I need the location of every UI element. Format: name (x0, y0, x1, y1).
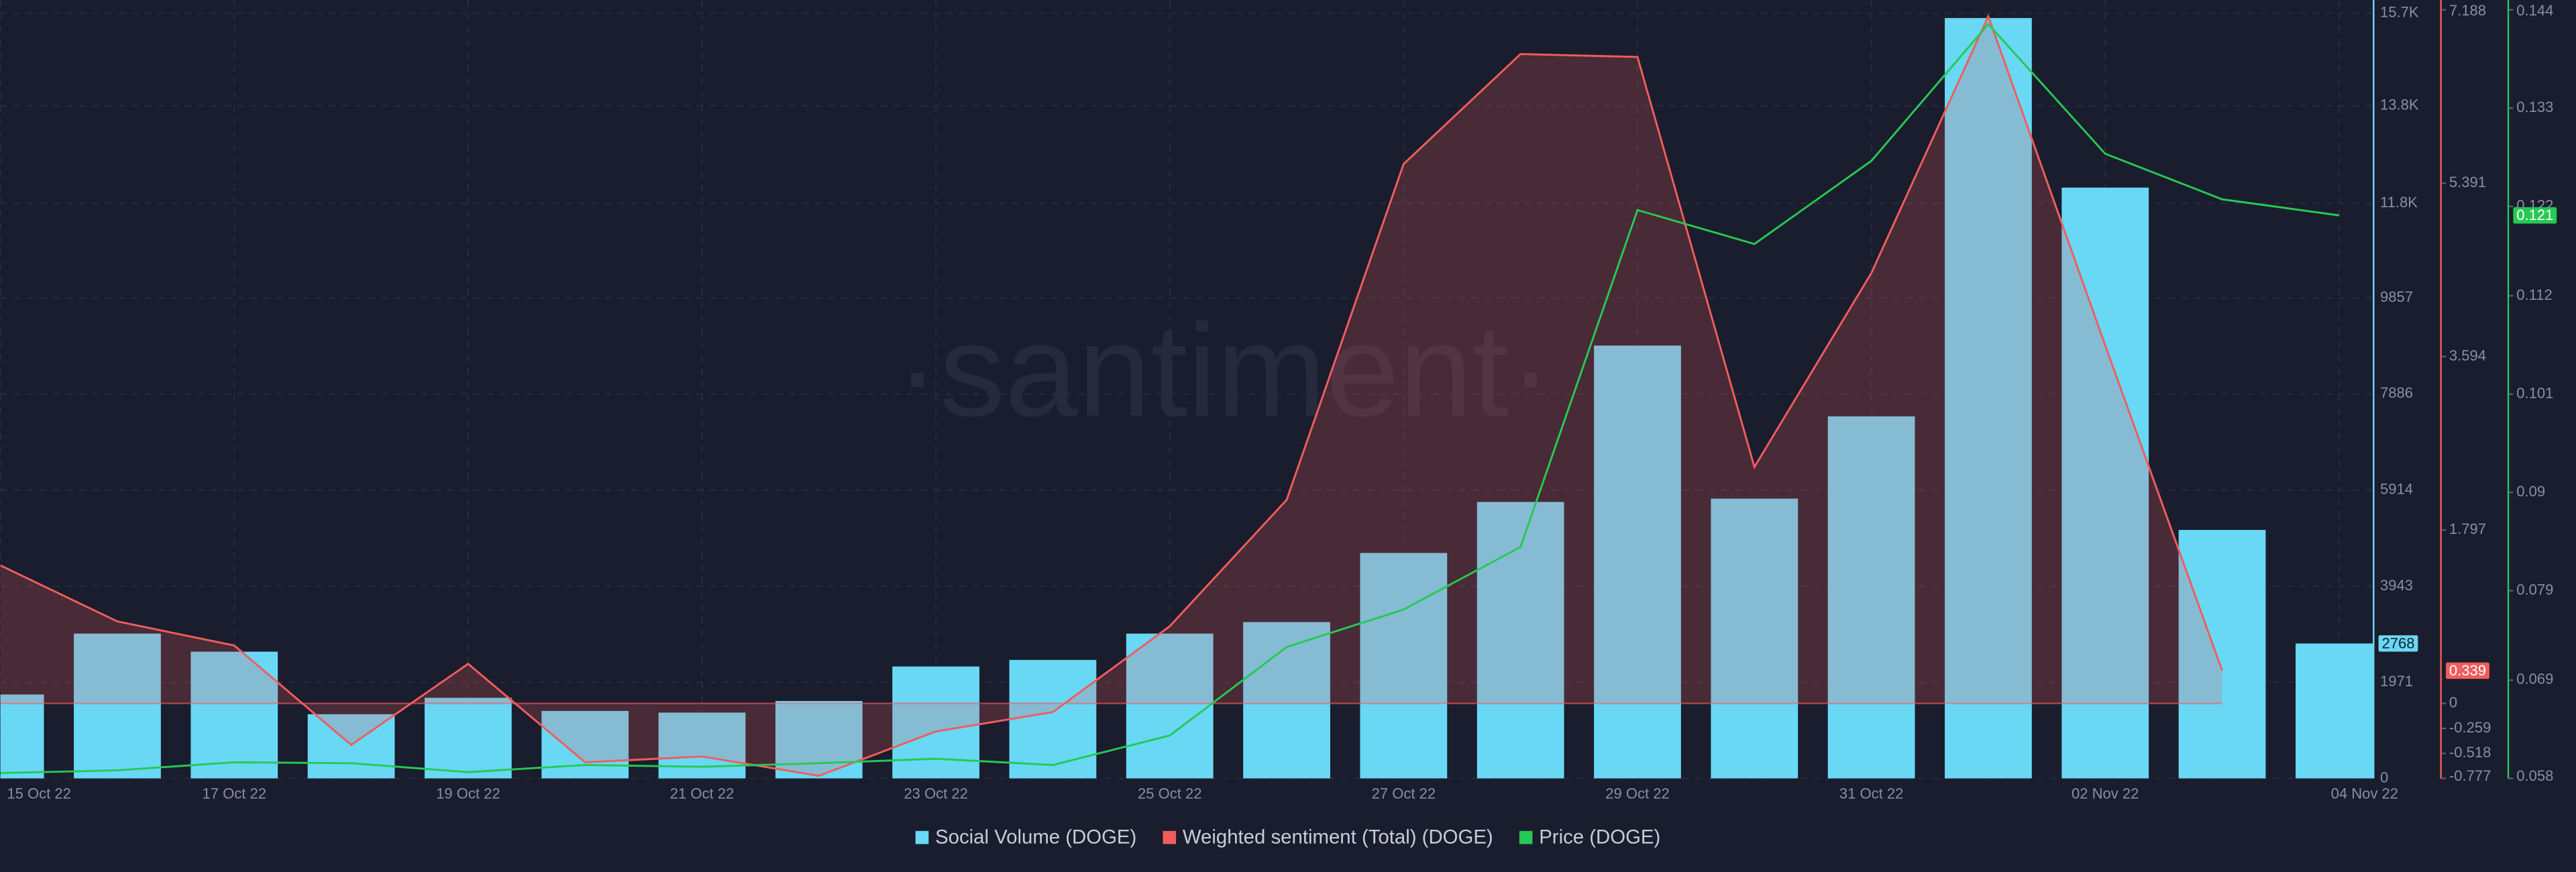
y-tick-label: 0.144 (2516, 2, 2553, 19)
watermark: ·santiment· (896, 297, 1553, 444)
value-label: 0.121 (2516, 207, 2553, 223)
plot-area (0, 13, 2374, 779)
y-tick-label: 7886 (2380, 384, 2413, 401)
x-tick-label: 04 Nov 22 (2331, 785, 2398, 802)
y-tick-label: 3.594 (2449, 347, 2486, 364)
legend-swatch (1163, 830, 1177, 844)
bar (2061, 187, 2149, 779)
bar (74, 633, 161, 779)
y-tick-label: -0.259 (2449, 719, 2491, 736)
bar (2295, 643, 2374, 779)
bar (1594, 345, 1681, 779)
x-tick-label: 21 Oct 22 (670, 785, 734, 802)
bar (1827, 416, 1915, 779)
bar (0, 694, 44, 779)
legend-label: Social Volume (DOGE) (935, 826, 1136, 849)
y-tick-label: 0.133 (2516, 99, 2553, 115)
y-tick-label: -0.777 (2449, 767, 2491, 784)
y-tick-label: -0.518 (2449, 744, 2491, 761)
y-tick-label: 5914 (2380, 481, 2413, 498)
bar (1009, 659, 1097, 779)
y-tick-label: 9857 (2380, 288, 2413, 305)
area (0, 16, 2222, 776)
y-tick-label: 5.391 (2449, 174, 2486, 190)
value-badge (2513, 207, 2557, 224)
y-tick-label: 0.058 (2516, 767, 2553, 784)
line (0, 22, 2340, 774)
x-tick-label: 15 Oct 22 (7, 785, 70, 802)
bar (1711, 498, 1799, 779)
y-tick-label: 3943 (2380, 577, 2413, 594)
value-badge (2378, 635, 2418, 652)
y-tick-label: 0.101 (2516, 384, 2553, 401)
x-tick-label: 31 Oct 22 (1839, 785, 1903, 802)
y-tick-label: 15.7K (2380, 3, 2419, 20)
x-tick-label: 27 Oct 22 (1372, 785, 1436, 802)
y-tick-label: 0.112 (2516, 286, 2552, 303)
x-tick-label: 19 Oct 22 (436, 785, 500, 802)
x-tick-label: 17 Oct 22 (202, 785, 266, 802)
x-tick-label: 25 Oct 22 (1138, 785, 1201, 802)
line (0, 13, 2223, 777)
y-tick-label: 0.069 (2516, 671, 2553, 688)
x-tick-label: 29 Oct 22 (1605, 785, 1669, 802)
legend-swatch (915, 830, 929, 844)
y-tick-label: 7.188 (2449, 2, 2486, 19)
y-tick-label: 1971 (2380, 673, 2413, 690)
y-tick-label: 13.8K (2380, 97, 2419, 113)
legend-label: Price (DOGE) (1539, 826, 1660, 849)
bar (1126, 633, 1214, 779)
bar (1945, 17, 2032, 779)
y-tick-label: 1.797 (2449, 521, 2486, 537)
y-tick-label: 0 (2449, 694, 2457, 710)
value-badge (2445, 662, 2489, 679)
y-tick-label: 0 (2380, 769, 2388, 785)
y-tick-label: 0.09 (2516, 483, 2545, 500)
y-tick-label: 0.079 (2516, 581, 2553, 598)
bar (191, 651, 278, 779)
y-tick-label: 11.8K (2380, 194, 2418, 211)
bar (1360, 553, 1448, 779)
x-tick-label: 23 Oct 22 (904, 785, 967, 802)
bar (2178, 530, 2266, 779)
legend-swatch (1519, 830, 1533, 844)
x-tick-label: 02 Nov 22 (2072, 785, 2139, 802)
bar (424, 698, 512, 779)
value-label: 2768 (2382, 635, 2415, 651)
value-label: 0.339 (2449, 662, 2486, 679)
legend-label: Weighted sentiment (Total) (DOGE) (1183, 826, 1493, 849)
